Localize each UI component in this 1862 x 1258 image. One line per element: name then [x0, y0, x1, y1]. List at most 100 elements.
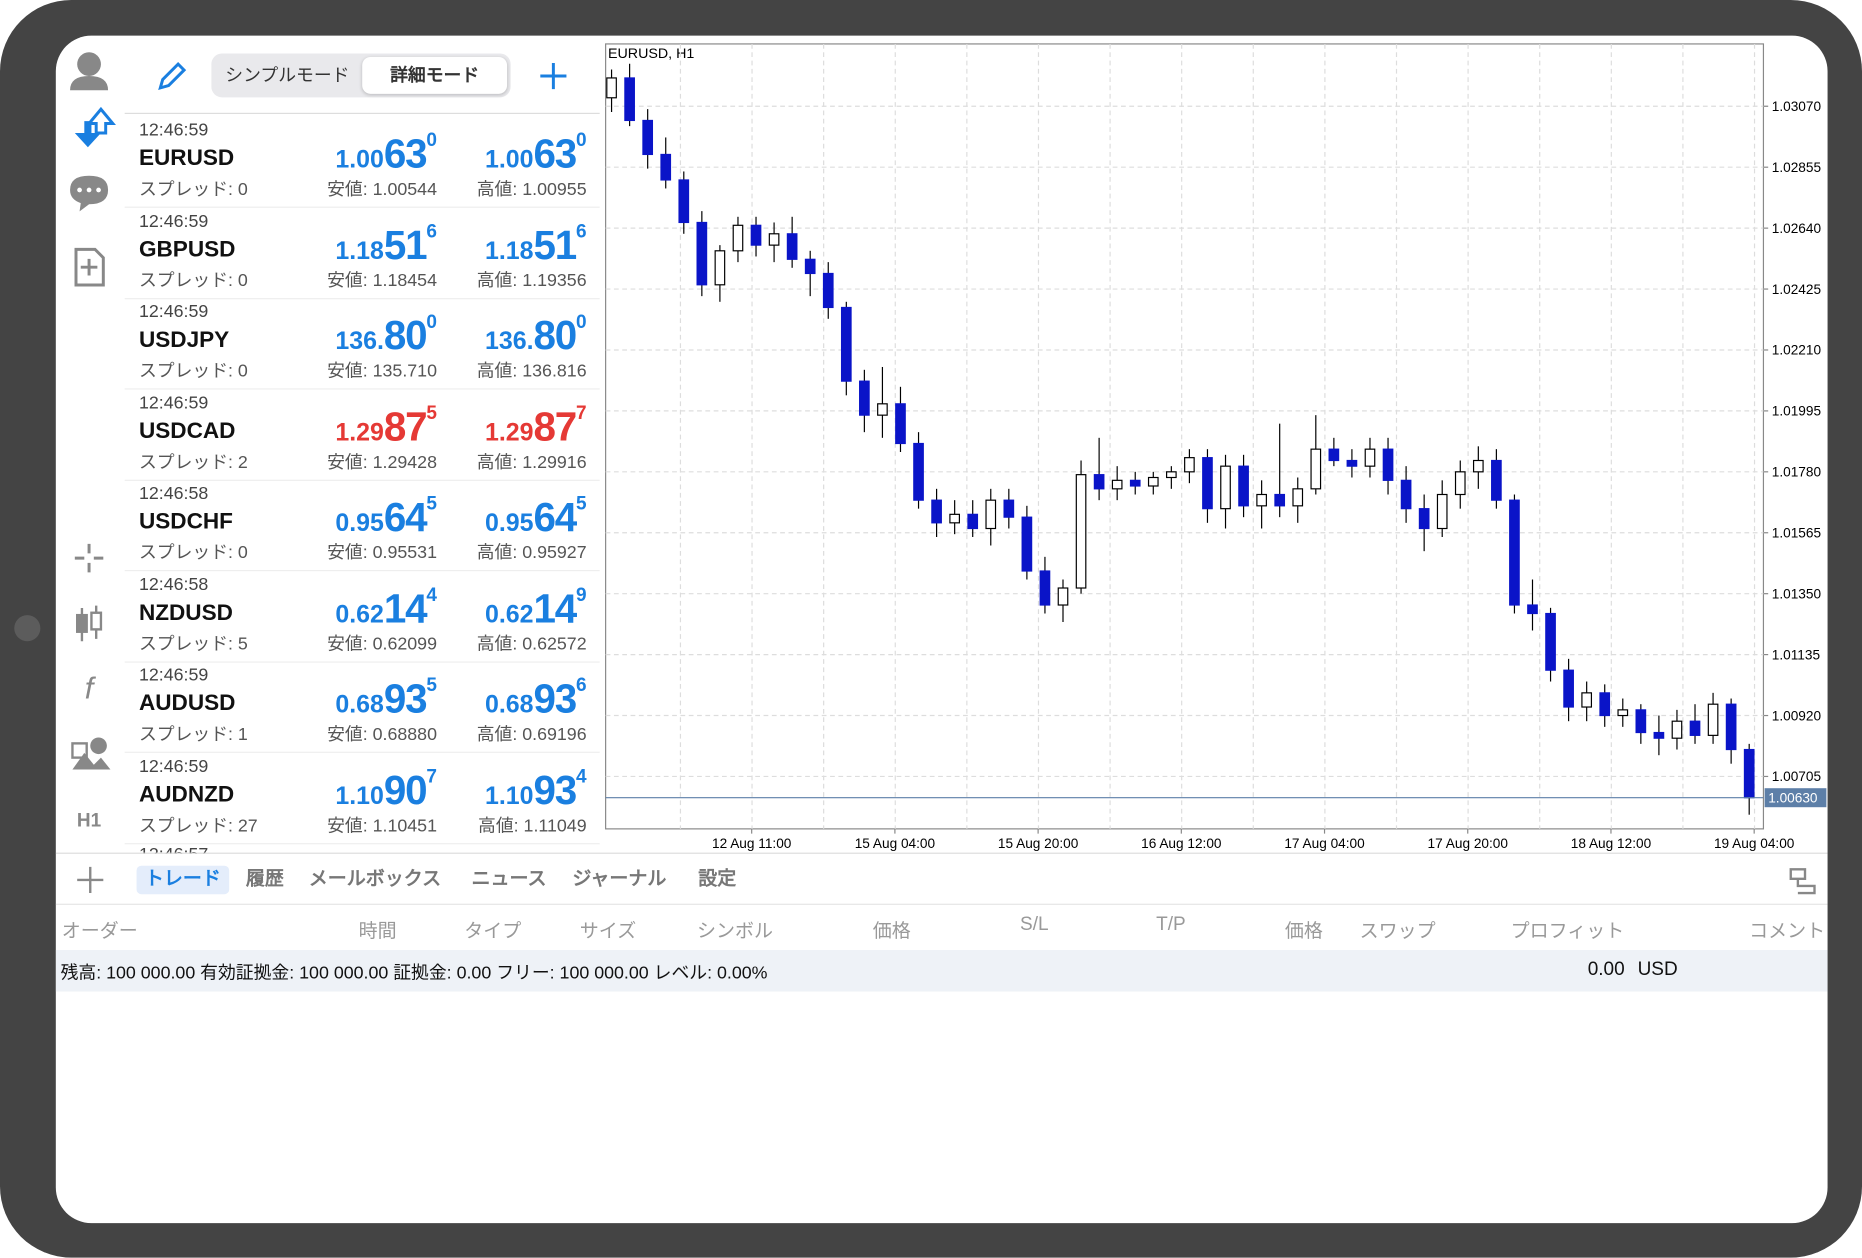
x-tick-label: 17 Aug 04:00: [1284, 836, 1365, 851]
y-tick-label: 1.01565: [1772, 526, 1822, 541]
column-label: サイズ: [579, 921, 637, 942]
tab[interactable]: 履歴: [245, 869, 284, 890]
balance-summary: 残高: 100 000.00 有効証拠金: 100 000.00 証拠金: 0.…: [60, 963, 768, 984]
quote-low: 安値: 1.29428: [327, 451, 437, 473]
price-prefix: 136.: [335, 327, 384, 356]
quotes-icon[interactable]: [74, 106, 116, 148]
candle-body: [624, 77, 635, 122]
indicator-icon[interactable]: f: [85, 670, 97, 705]
profit: 0.00: [1587, 959, 1625, 980]
quote-row[interactable]: 12:46:59 USDJPY スプレッド: 0 安値: 135.710 高値: 136…: [124, 298, 600, 390]
candle-body: [714, 250, 726, 286]
y-tick-label: 1.01350: [1772, 586, 1822, 601]
candle-body: [1635, 709, 1647, 734]
candle-body: [768, 233, 780, 246]
quote-high: 高値: 1.19356: [476, 270, 587, 291]
timeframe-button[interactable]: H1: [77, 811, 102, 832]
quote-row[interactable]: 12:46:59 AUDUSD スプレッド: 1 安値: 0.68880 高値: 0.6…: [124, 661, 600, 753]
bid-price: 1.00630: [335, 131, 437, 179]
quote-low: 安値: 135.710: [327, 361, 437, 382]
new-order-icon[interactable]: [74, 247, 105, 287]
candle-body: [660, 153, 672, 181]
price-pips: 90: [383, 767, 428, 813]
quote-row[interactable]: 12:46:59 EURUSD スプレッド: 0 安値: 1.00544 高値: 1.0…: [124, 116, 600, 208]
quote-row[interactable]: 12:46:58 NZDUSD スプレッド: 5 安値: 0.62099 高値: 0.6…: [124, 571, 600, 663]
quote-high: 高値: 1.11049: [478, 815, 587, 836]
tab[interactable]: ジャーナル: [572, 869, 667, 890]
candle-body: [985, 499, 997, 530]
quote-high: 高値: 136.816: [476, 361, 587, 382]
x-tick-label: 15 Aug 04:00: [855, 836, 936, 851]
column-label: シンボル: [697, 921, 774, 942]
quote-high: 高値: 1.00955: [476, 179, 587, 200]
price-pips: 93: [533, 767, 578, 813]
chart-type-icon[interactable]: [76, 605, 103, 642]
ask-price: 0.68936: [485, 676, 587, 724]
price-prefix: 1.10: [335, 781, 384, 810]
bid-price: 0.62144: [335, 585, 437, 633]
price-fraction: 0: [576, 312, 587, 333]
new-order-button[interactable]: [75, 865, 106, 896]
candle-body: [1563, 669, 1574, 708]
candle-body: [967, 513, 979, 530]
y-tick-label: 1.00705: [1772, 769, 1822, 784]
column-label: T/P: [1156, 914, 1186, 935]
candle-body: [895, 403, 906, 445]
column-label: スワップ: [1359, 921, 1436, 942]
candle-body: [1274, 493, 1286, 507]
simple-mode[interactable]: シンプルモード: [225, 65, 350, 86]
column-label: 価格: [872, 921, 911, 942]
quote-symbol: AUDUSD: [138, 691, 236, 717]
tab[interactable]: トレード: [136, 865, 230, 895]
candle-body: [931, 499, 942, 524]
price-pips: 51: [383, 222, 428, 268]
price-prefix: 1.00: [484, 146, 534, 174]
bid-price: 1.10907: [335, 767, 437, 815]
price-pips: 63: [383, 131, 428, 177]
last-price-tag: [1764, 788, 1827, 808]
quote-spread: スプレッド: 0: [138, 542, 248, 563]
bid-price: 0.95645: [335, 494, 437, 542]
price-prefix: 0.68: [484, 691, 534, 719]
price-fraction: 7: [576, 403, 587, 424]
chart: EURUSD, H1 1.03070 1.02855 1.02640 1.02425 1…: [605, 43, 1827, 851]
ask-price: 1.10934: [485, 767, 587, 815]
price-pips: 63: [533, 131, 578, 177]
add-symbol[interactable]: [537, 59, 570, 92]
quote-row[interactable]: 12:46:59 USDCAD スプレッド: 2 安値: 1.29428 高値: 1.2…: [124, 389, 600, 481]
objects-icon[interactable]: [71, 737, 111, 770]
detail-mode[interactable]: 詳細モード: [362, 57, 508, 94]
quote-symbol: NZDUSD: [138, 600, 233, 626]
price-fraction: 5: [426, 494, 437, 515]
tab[interactable]: 設定: [698, 869, 737, 890]
candle-body: [1707, 703, 1719, 736]
ask-price: 136.800: [485, 312, 587, 360]
candle-body: [1328, 448, 1340, 462]
price-prefix: 0.95: [484, 509, 534, 537]
quote-time: 12:46:59: [138, 665, 209, 686]
quote-high: 高値: 0.95927: [476, 542, 587, 563]
quote-row[interactable]: 12:46:59 GBPUSD スプレッド: 0 安値: 1.18454 高値: 1.1…: [124, 207, 600, 299]
column-label: 時間: [358, 921, 397, 942]
account-icon[interactable]: [70, 52, 109, 91]
quote-spread: スプレッド: 1: [138, 724, 248, 745]
tab[interactable]: メールボックス: [308, 869, 442, 890]
divider: [124, 112, 600, 114]
price-prefix: 136.: [484, 327, 534, 356]
tab[interactable]: ニュース: [471, 869, 547, 890]
candle-body: [1472, 459, 1484, 473]
quote-row[interactable]: 12:46:59 AUDNZD スプレッド: 27 安値: 1.10451 高値: 1.…: [124, 752, 600, 844]
candle-body: [1689, 720, 1701, 736]
price-fraction: 0: [576, 130, 587, 151]
quote-low: 安値: 0.95531: [327, 542, 437, 563]
layout-button[interactable]: [1787, 865, 1818, 896]
price-pips: 64: [383, 495, 428, 541]
quote-spread: スプレッド: 0: [138, 270, 248, 291]
chat-icon[interactable]: [70, 175, 109, 212]
price-pips: 87: [383, 404, 428, 450]
crosshair-icon[interactable]: [74, 543, 104, 573]
left-toolbar: f H1: [70, 52, 116, 832]
column-label: オーダー: [61, 921, 138, 942]
quote-row[interactable]: 12:46:58 USDCHF スプレッド: 0 安値: 0.95531 高値: 0.9…: [124, 480, 600, 572]
edit-icon[interactable]: [153, 59, 189, 95]
